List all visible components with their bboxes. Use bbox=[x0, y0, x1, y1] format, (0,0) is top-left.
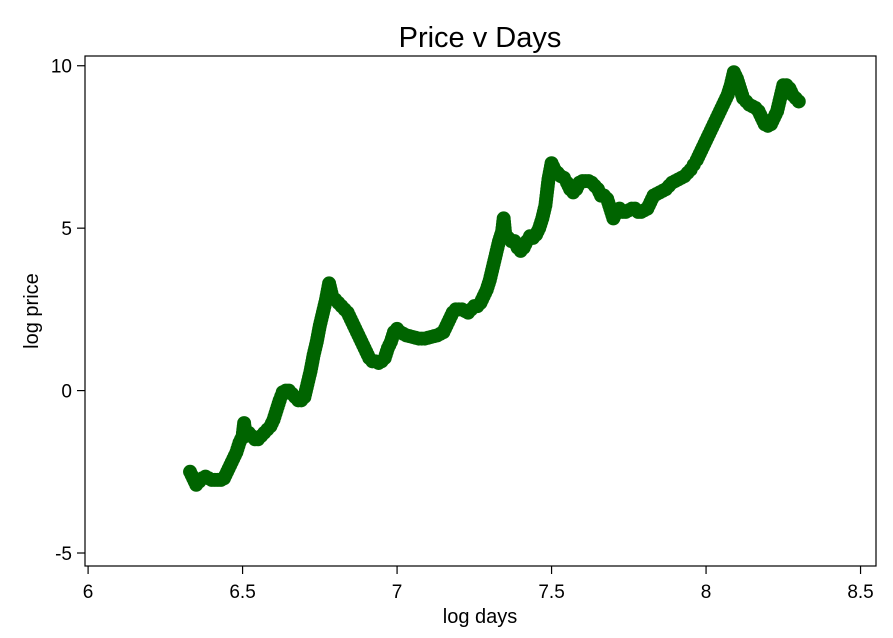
x-tick-label: 7.5 bbox=[538, 582, 564, 603]
data-point bbox=[791, 94, 806, 109]
x-tick-label: 6 bbox=[83, 582, 94, 603]
y-tick-label: 10 bbox=[51, 57, 72, 78]
plot-frame bbox=[84, 55, 877, 567]
y-tick-label: 5 bbox=[61, 219, 72, 240]
y-tick-label: 0 bbox=[61, 382, 72, 403]
y-tick-label: -5 bbox=[55, 544, 72, 565]
y-axis: 10 5 0 -5 bbox=[51, 57, 85, 565]
chart-title: Price v Days bbox=[399, 22, 562, 54]
x-tick-label: 8.5 bbox=[847, 582, 873, 603]
data-points bbox=[183, 65, 806, 492]
x-tick-label: 7 bbox=[392, 582, 403, 603]
y-axis-label: log price bbox=[21, 273, 43, 349]
x-tick-label: 6.5 bbox=[229, 582, 255, 603]
x-tick-label: 8 bbox=[701, 582, 712, 603]
x-axis-label: log days bbox=[443, 606, 518, 628]
x-axis: 6 6.5 7 7.5 8 8.5 bbox=[83, 566, 874, 603]
